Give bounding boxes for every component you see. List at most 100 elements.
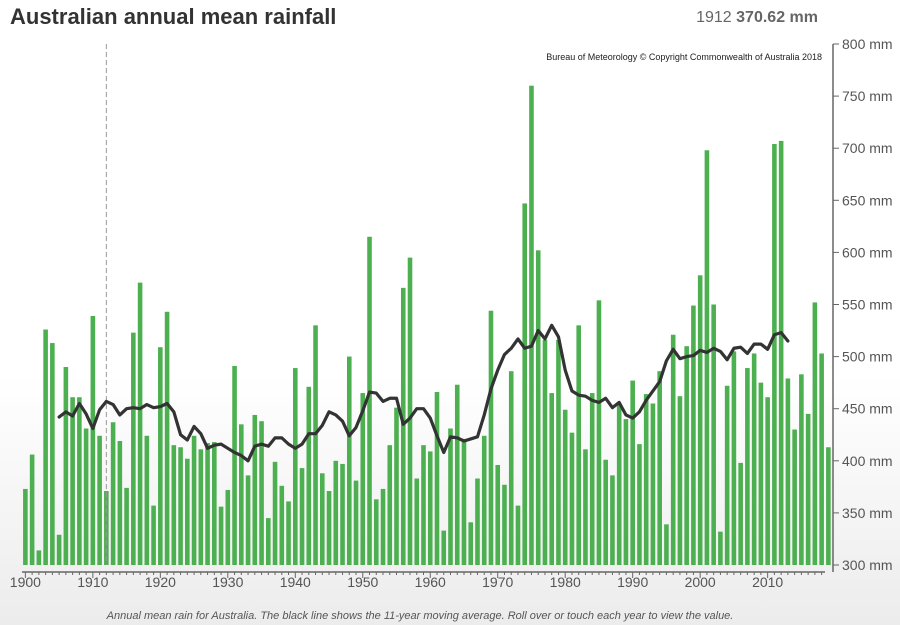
- bar-1934[interactable]: 1934 444 mm: [252, 414, 258, 565]
- bar-1903[interactable]: 1903 526 mm: [43, 329, 48, 565]
- bar-1923[interactable]: 1923 413 mm: [178, 447, 183, 565]
- bar-1918[interactable]: 1918 424 mm: [144, 435, 150, 565]
- bar-1933[interactable]: 1933 386 mm: [245, 475, 251, 565]
- bar-1996[interactable]: 1996 521 mm: [670, 334, 676, 565]
- bar-1940[interactable]: 1940 489 mm: [293, 368, 298, 565]
- bar-1939[interactable]: 1939 361 mm: [286, 501, 291, 565]
- bar-1902[interactable]: 1902 314 mm: [36, 550, 42, 565]
- bar-1986[interactable]: 1986 401 mm: [603, 459, 608, 565]
- bar-1949[interactable]: 1949 381 mm: [353, 480, 359, 565]
- bar-1922[interactable]: 1922 415 mm: [171, 445, 177, 565]
- bar-1964[interactable]: 1964 473 mm: [454, 384, 460, 565]
- bar-1920[interactable]: 1920 509 mm: [158, 347, 163, 565]
- bar-1973[interactable]: 1973 357 mm: [515, 505, 521, 565]
- bar-1979[interactable]: 1979 516 mm: [556, 339, 561, 565]
- bar-1944[interactable]: 1944 388 mm: [319, 473, 325, 565]
- bar-2009[interactable]: 2009 475 mm: [758, 382, 764, 565]
- bar-1931[interactable]: 1931 491 mm: [232, 365, 237, 565]
- bar-1995[interactable]: 1995 339 mm: [664, 524, 669, 565]
- bar-2010[interactable]: 2010 461 mm: [765, 397, 770, 565]
- bar-2011[interactable]: 2011 704 mm: [772, 144, 777, 565]
- bar-1992[interactable]: 1992 464 mm: [643, 394, 649, 565]
- bar-1910[interactable]: 1910 539 mm: [90, 315, 96, 565]
- bar-1907[interactable]: 1907 461 mm: [70, 397, 75, 565]
- bar-2008[interactable]: 2008 503 mm: [751, 353, 757, 565]
- bar-1947[interactable]: 1947 397 mm: [340, 463, 345, 565]
- bar-1935[interactable]: 1935 438 mm: [259, 421, 264, 565]
- bar-1963[interactable]: 1963 431 mm: [448, 428, 453, 566]
- bar-1976[interactable]: 1976 602 mm: [535, 250, 541, 565]
- bar-1900[interactable]: 1900 373 mm: [23, 488, 28, 565]
- bar-1966[interactable]: 1966 341 mm: [468, 522, 474, 565]
- bar-2017[interactable]: 2017 552 mm: [812, 302, 818, 565]
- bar-1936[interactable]: 1936 345 mm: [266, 518, 271, 565]
- bar-1991[interactable]: 1991 416 mm: [637, 444, 642, 565]
- bar-1982[interactable]: 1982 530 mm: [576, 325, 581, 565]
- bar-1917[interactable]: 1917 571 mm: [137, 282, 143, 565]
- bar-1994[interactable]: 1994 486 mm: [657, 371, 662, 565]
- bar-1985[interactable]: 1985 554 mm: [596, 300, 602, 565]
- bar-1969[interactable]: 1969 544 mm: [488, 310, 494, 565]
- bar-1904[interactable]: 1904 513 mm: [50, 343, 55, 565]
- bar-2014[interactable]: 2014 430 mm: [792, 429, 797, 565]
- bar-1983[interactable]: 1983 411 mm: [583, 449, 588, 565]
- bar-1970[interactable]: 1970 396 mm: [495, 464, 501, 565]
- bar-1942[interactable]: 1942 471 mm: [306, 386, 312, 565]
- bar-2000[interactable]: 2000 578 mm: [697, 275, 703, 565]
- bar-1988[interactable]: 1988 455 mm: [616, 403, 622, 565]
- bar-1932[interactable]: 1932 435 mm: [239, 424, 244, 565]
- bar-1987[interactable]: 1987 386 mm: [610, 475, 615, 565]
- bar-1977[interactable]: 1977 516 mm: [542, 339, 548, 565]
- bar-1909[interactable]: 1909 431 mm: [83, 428, 89, 566]
- bar-2005[interactable]: 2005 505 mm: [731, 351, 737, 565]
- bar-1913[interactable]: 1913 437 mm: [110, 422, 116, 565]
- bar-1967[interactable]: 1967 383 mm: [475, 478, 480, 565]
- bar-1925[interactable]: 1925 424 mm: [191, 435, 197, 565]
- bar-2002[interactable]: 2002 550 mm: [711, 304, 716, 566]
- bar-1990[interactable]: 1990 477 mm: [630, 380, 635, 565]
- bar-1954[interactable]: 1954 415 mm: [387, 445, 393, 565]
- bar-1926[interactable]: 1926 411 mm: [198, 449, 204, 565]
- bar-1930[interactable]: 1930 372 mm: [225, 489, 231, 565]
- bar-1911[interactable]: 1911 424 mm: [97, 435, 102, 565]
- bar-2006[interactable]: 2006 398 mm: [738, 462, 743, 565]
- bar-1937[interactable]: 1937 399 mm: [272, 461, 278, 565]
- bar-1989[interactable]: 1989 440 mm: [623, 419, 629, 565]
- bar-1946[interactable]: 1946 400 mm: [333, 460, 339, 565]
- bar-1901[interactable]: 1901 406 mm: [29, 454, 35, 565]
- bar-2016[interactable]: 2016 445 mm: [805, 413, 811, 565]
- bar-1965[interactable]: 1965 421 mm: [461, 438, 467, 565]
- bar-1928[interactable]: 1928 418 mm: [212, 442, 217, 565]
- bar-1908[interactable]: 1908 461 mm: [77, 397, 82, 565]
- bar-1953[interactable]: 1953 373 mm: [380, 488, 386, 565]
- bar-1981[interactable]: 1981 427 mm: [569, 432, 575, 565]
- bar-1951[interactable]: 1951 615 mm: [367, 236, 372, 565]
- bar-1943[interactable]: 1943 530 mm: [313, 325, 318, 565]
- bar-1941[interactable]: 1941 393 mm: [299, 468, 305, 565]
- bar-1974[interactable]: 1974 647 mm: [522, 203, 528, 565]
- bar-2007[interactable]: 2007 489 mm: [745, 368, 750, 565]
- bar-2012[interactable]: 2012 707 mm: [778, 140, 784, 565]
- bar-1906[interactable]: 1906 490 mm: [63, 367, 69, 565]
- bar-1905[interactable]: 1905 329 mm: [56, 534, 62, 565]
- bar-1962[interactable]: 1962 333 mm: [441, 530, 447, 565]
- bar-1978[interactable]: 1978 465 mm: [549, 393, 555, 565]
- bar-1975[interactable]: 1975 760 mm: [529, 85, 534, 566]
- bar-1955[interactable]: 1955 451 mm: [394, 407, 399, 565]
- bar-1952[interactable]: 1952 363 mm: [373, 499, 379, 565]
- bar-1938[interactable]: 1938 376 mm: [279, 485, 285, 565]
- bar-2018[interactable]: 2018 503 mm: [819, 353, 824, 565]
- bar-1924[interactable]: 1924 402 mm: [185, 458, 190, 565]
- bar-1950[interactable]: 1950 465 mm: [360, 393, 366, 565]
- bar-2003[interactable]: 2003 332 mm: [718, 531, 723, 565]
- bar-1960[interactable]: 1960 409 mm: [427, 451, 433, 565]
- bar-1927[interactable]: 1927 417 mm: [205, 443, 210, 565]
- bar-1915[interactable]: 1915 374 mm: [124, 487, 129, 565]
- bar-1929[interactable]: 1929 356 mm: [218, 506, 224, 565]
- bar-1972[interactable]: 1972 486 mm: [508, 371, 514, 565]
- bar-1957[interactable]: 1957 595 mm: [407, 257, 413, 565]
- bar-1916[interactable]: 1916 523 mm: [131, 332, 136, 565]
- bar-1958[interactable]: 1958 383 mm: [414, 478, 420, 565]
